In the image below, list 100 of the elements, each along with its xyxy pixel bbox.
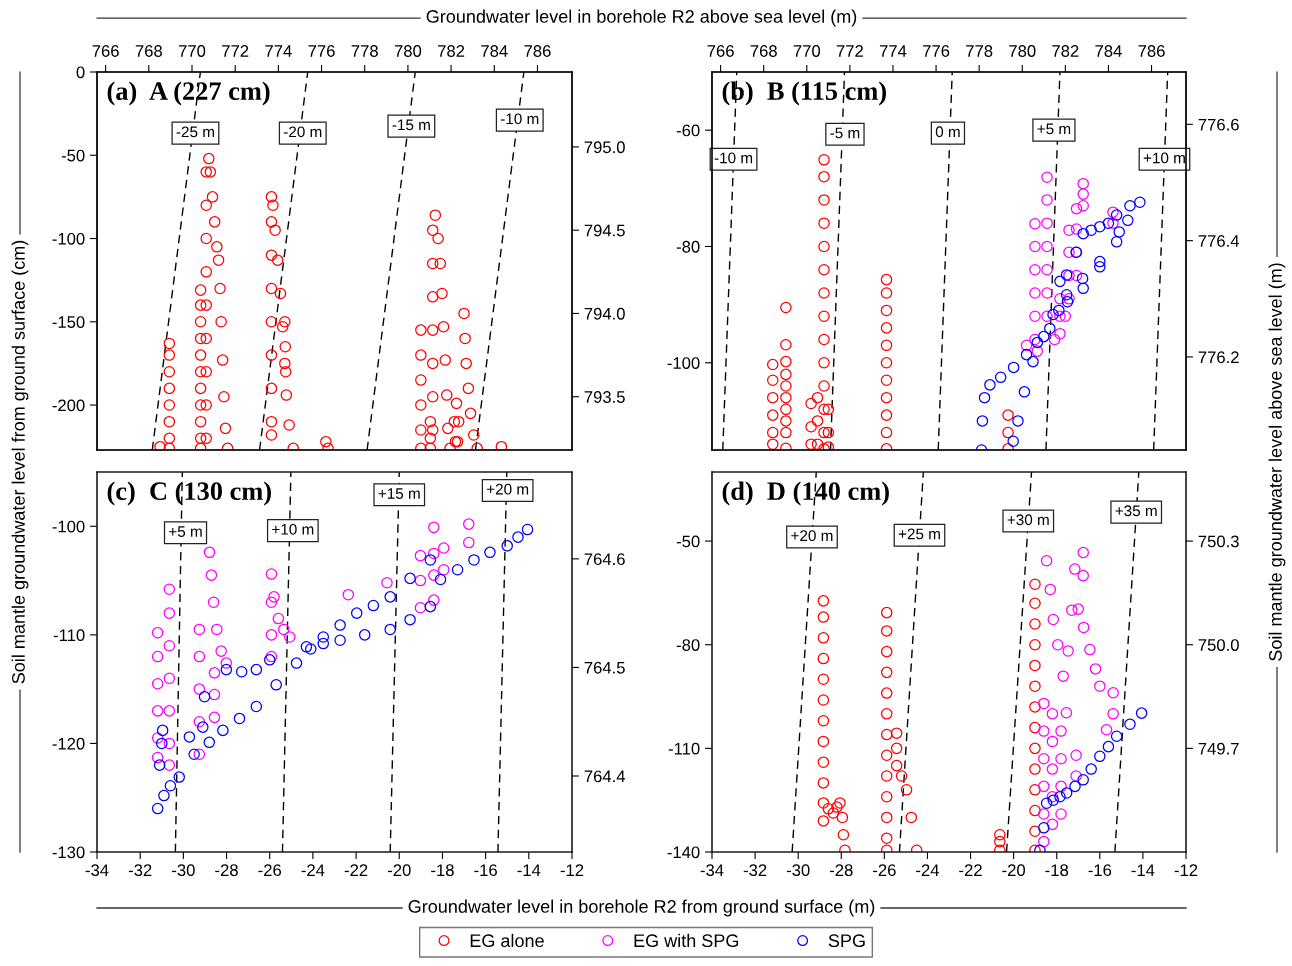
x-tick-label: -24: [916, 864, 940, 876]
y2-tick-label: 776.6: [1198, 118, 1239, 131]
x-tick-label: -12: [1174, 864, 1198, 876]
x2-tick-label: 784: [1095, 45, 1122, 57]
y2-tick-label: 750.3: [1198, 535, 1239, 548]
annotation: -25 m: [176, 126, 214, 138]
y2-tick-label: 793.5: [584, 391, 625, 403]
y-tick-label: -120: [52, 737, 85, 750]
x-tick-label: -32: [128, 864, 152, 877]
x-tick-label: -22: [344, 864, 368, 876]
x2-tick-label: 780: [1009, 45, 1036, 57]
x2-tick-label: 786: [1138, 45, 1165, 57]
x-tick-label: -12: [560, 864, 584, 876]
x2-tick-label: 776: [308, 45, 335, 57]
chart-title: (b) B (115 cm): [722, 81, 886, 106]
x-tick-label: -28: [829, 864, 853, 877]
y-tick-label: -110: [668, 742, 700, 755]
y2-tick-label: 764.4: [584, 770, 626, 783]
y2-tick-label: 776.2: [1198, 351, 1239, 364]
y-tick-label: -100: [52, 520, 85, 533]
x2-tick-label: 772: [222, 45, 249, 57]
y2-tick-label: 794.5: [584, 224, 625, 237]
y2-tick-label: 764.6: [584, 553, 625, 566]
y-tick-label: -60: [676, 124, 700, 137]
x2-tick-label: 774: [265, 45, 292, 57]
x-tick-label: -30: [786, 864, 810, 877]
annotation: +35 m: [1115, 505, 1157, 517]
chart-title: (c) C (130 cm): [107, 481, 271, 506]
x2-tick-label: 768: [750, 45, 777, 57]
y-tick-label: -130: [52, 846, 85, 859]
x2-tick-label: 778: [966, 45, 993, 57]
x-tick-label: -26: [258, 864, 282, 877]
y2-tick-label: 749.7: [1198, 742, 1239, 755]
x-tick-label: -16: [474, 864, 497, 877]
x2-tick-label: 784: [481, 45, 508, 57]
y-tick-label: -100: [52, 232, 85, 245]
y-tick-label: -110: [53, 629, 85, 642]
annotation: +25 m: [898, 528, 940, 540]
chart-title: (d) D (140 cm): [722, 481, 889, 506]
y2-tick-label: 795.0: [584, 141, 625, 154]
y-axis-title: Soil mantle groundwater level from ground surface (cm): [11, 240, 29, 684]
y2-tick-label: 794.0: [584, 307, 625, 320]
x-tick-label: -14: [517, 864, 541, 876]
x-tick-label: -14: [1131, 864, 1155, 876]
x2-tick-label: 766: [92, 45, 119, 57]
x2-tick-label: 786: [524, 45, 551, 57]
x2-tick-label: 772: [836, 45, 863, 57]
y-tick-label: -100: [667, 357, 700, 369]
x-tick-label: -18: [1045, 864, 1069, 877]
annotation: +10 m: [1143, 152, 1185, 164]
x2-tick-label: 766: [707, 45, 734, 57]
x2-tick-label: 770: [178, 45, 206, 57]
annotation: +30 m: [1007, 514, 1049, 526]
x2-tick-label: 776: [923, 45, 950, 57]
annotation: -15 m: [392, 119, 430, 131]
x2-tick-label: 770: [793, 45, 821, 57]
annotation: +20 m: [791, 530, 833, 542]
annotation: -20 m: [283, 126, 322, 138]
y2-tick-label: 750.0: [1198, 639, 1239, 651]
annotation: -5 m: [830, 127, 860, 139]
legend-label: SPG: [828, 934, 865, 948]
annotation: +10 m: [272, 523, 314, 535]
chart-title: (a) A (227 cm): [107, 81, 270, 106]
y-tick-label: -80: [676, 639, 700, 651]
x2-tick-label: 782: [1052, 45, 1079, 57]
y2-tick-label: 764.5: [584, 661, 625, 674]
y-tick-label: 0: [76, 66, 85, 79]
legend-label: EG alone: [470, 933, 544, 948]
x2-tick-label: 774: [879, 45, 907, 57]
y-tick-label: -150: [52, 316, 85, 328]
annotation: -10 m: [500, 113, 539, 125]
annotation: +20 m: [486, 483, 529, 495]
x-tick-label: -32: [743, 864, 767, 877]
x-tick-label: -18: [431, 864, 454, 877]
x-tick-label: -22: [959, 864, 982, 876]
x2-axis-title: Groundwater level in borehole R2 above sea level (m): [426, 9, 857, 27]
x-axis-title: Groundwater level in borehole R2 from ground surface (m): [408, 899, 875, 917]
x-tick-label: -16: [1088, 864, 1112, 877]
y-tick-label: -50: [61, 149, 85, 162]
y2-tick-label: 776.4: [1198, 235, 1240, 247]
x-tick-label: -26: [873, 864, 896, 877]
x2-tick-label: 768: [135, 45, 162, 57]
x2-tick-label: 780: [394, 45, 422, 57]
y-tick-label: -200: [52, 399, 85, 412]
y2-axis-title: Soil mantle groundwater level above sea level (m): [1268, 263, 1286, 661]
x-tick-label: -24: [301, 864, 325, 876]
annotation: -10 m: [714, 152, 753, 164]
y-tick-label: -80: [676, 240, 700, 253]
x-tick-label: -28: [215, 864, 238, 877]
legend-label: EG with SPG: [634, 933, 739, 948]
annotation: +5 m: [169, 526, 202, 537]
annotation: +5 m: [1037, 123, 1071, 135]
x2-tick-label: 782: [438, 45, 465, 57]
annotation: +15 m: [378, 488, 420, 499]
x-tick-label: -34: [85, 864, 109, 877]
x-tick-label: -20: [387, 864, 411, 877]
y-tick-label: -140: [667, 846, 700, 859]
x-tick-label: -34: [700, 864, 724, 877]
x2-tick-label: 778: [351, 45, 378, 57]
x-tick-label: -20: [1002, 864, 1026, 877]
